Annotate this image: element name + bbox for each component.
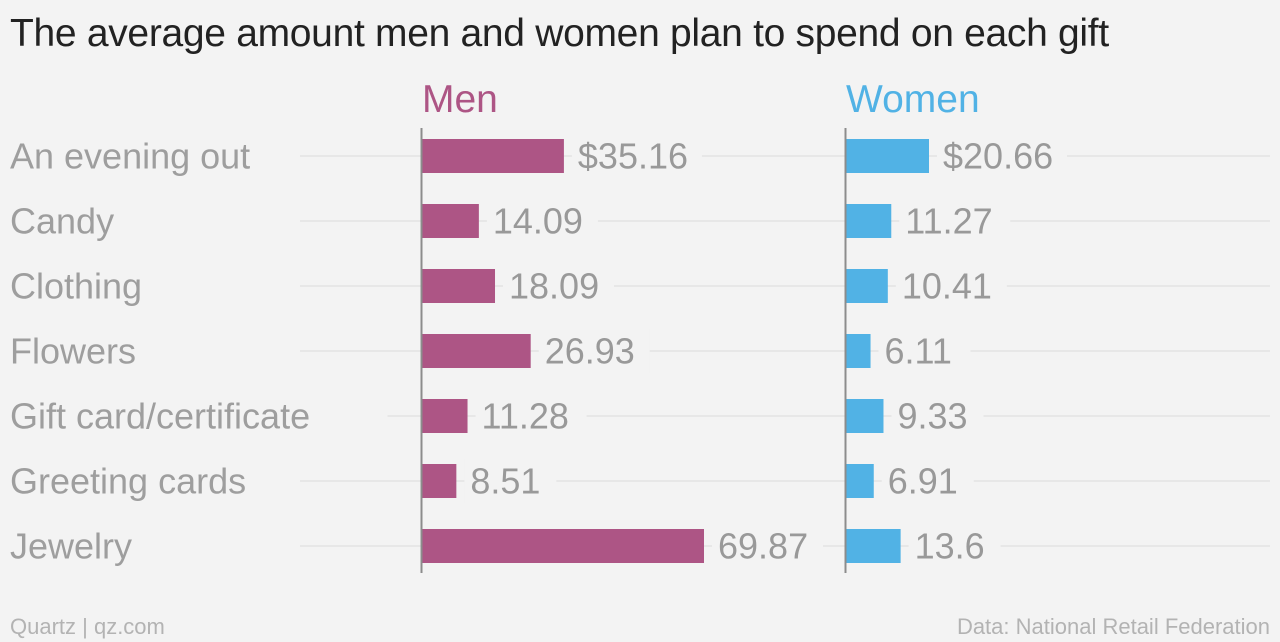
series-title-men: Men bbox=[422, 78, 498, 121]
value-label-bg bbox=[571, 134, 702, 178]
value-label-men-candy: 14.09 bbox=[493, 201, 583, 242]
value-label-women-gift-card-certificate: 9.33 bbox=[897, 396, 967, 437]
category-label-gift-card-certificate: Gift card/certificate bbox=[10, 396, 310, 437]
category-label-bg bbox=[0, 264, 160, 308]
category-label-bg bbox=[0, 134, 265, 178]
bar-women-an-evening-out bbox=[846, 139, 929, 173]
value-label-women-greeting-cards: 6.91 bbox=[888, 461, 958, 502]
bar-men-gift-card-certificate bbox=[422, 399, 468, 433]
value-label-bg bbox=[895, 264, 1007, 308]
value-label-bg bbox=[891, 394, 984, 438]
bar-men-candy bbox=[422, 204, 479, 238]
category-label-flowers: Flowers bbox=[10, 331, 136, 372]
value-label-bg bbox=[486, 199, 598, 243]
category-label-candy: Candy bbox=[10, 201, 114, 242]
category-label-bg bbox=[0, 329, 143, 373]
value-label-men-jewelry: 69.87 bbox=[718, 526, 808, 567]
category-label-bg bbox=[0, 459, 265, 503]
value-label-bg bbox=[503, 264, 615, 308]
category-label-bg bbox=[0, 524, 143, 568]
value-label-men-greeting-cards: 8.51 bbox=[470, 461, 540, 502]
value-label-bg bbox=[712, 524, 823, 568]
value-label-men-clothing: 18.09 bbox=[509, 266, 599, 307]
value-label-women-jewelry: 13.6 bbox=[915, 526, 985, 567]
bar-men-clothing bbox=[422, 269, 496, 303]
bar-men-flowers bbox=[422, 334, 531, 368]
value-label-bg bbox=[908, 524, 1001, 568]
value-label-bg bbox=[475, 394, 587, 438]
value-label-men-gift-card-certificate: 11.28 bbox=[482, 396, 569, 437]
category-label-clothing: Clothing bbox=[10, 266, 142, 307]
value-label-bg bbox=[538, 329, 650, 373]
value-label-bg bbox=[899, 199, 1011, 243]
value-label-men-an-evening-out: $35.16 bbox=[578, 136, 688, 177]
value-label-bg bbox=[937, 134, 1067, 178]
footer-source: Data: National Retail Federation bbox=[956, 614, 1270, 639]
chart-title: The average amount men and women plan to… bbox=[10, 12, 1109, 55]
category-label-jewelry: Jewelry bbox=[10, 526, 132, 567]
bar-women-greeting-cards bbox=[846, 464, 874, 498]
value-label-bg bbox=[881, 459, 974, 503]
value-label-women-clothing: 10.41 bbox=[902, 266, 992, 307]
value-label-bg bbox=[464, 459, 557, 503]
value-label-women-an-evening-out: $20.66 bbox=[943, 136, 1053, 177]
bar-men-jewelry bbox=[422, 529, 704, 563]
category-label-bg bbox=[0, 394, 388, 438]
bar-women-gift-card-certificate bbox=[846, 399, 884, 433]
footer-credit: Quartz | qz.com bbox=[10, 614, 165, 639]
bar-women-clothing bbox=[846, 269, 888, 303]
bar-women-flowers bbox=[846, 334, 871, 368]
bar-women-jewelry bbox=[846, 529, 901, 563]
series-title-women: Women bbox=[846, 78, 980, 121]
category-label-an-evening-out: An evening out bbox=[10, 136, 250, 177]
bar-men-an-evening-out bbox=[422, 139, 564, 173]
bar-women-candy bbox=[846, 204, 892, 238]
value-label-women-candy: 11.27 bbox=[905, 201, 992, 242]
category-label-greeting-cards: Greeting cards bbox=[10, 461, 246, 502]
bar-men-greeting-cards bbox=[422, 464, 457, 498]
value-label-men-flowers: 26.93 bbox=[545, 331, 635, 372]
category-label-bg bbox=[0, 199, 108, 243]
value-label-bg bbox=[878, 329, 971, 373]
value-label-women-flowers: 6.11 bbox=[885, 331, 952, 372]
